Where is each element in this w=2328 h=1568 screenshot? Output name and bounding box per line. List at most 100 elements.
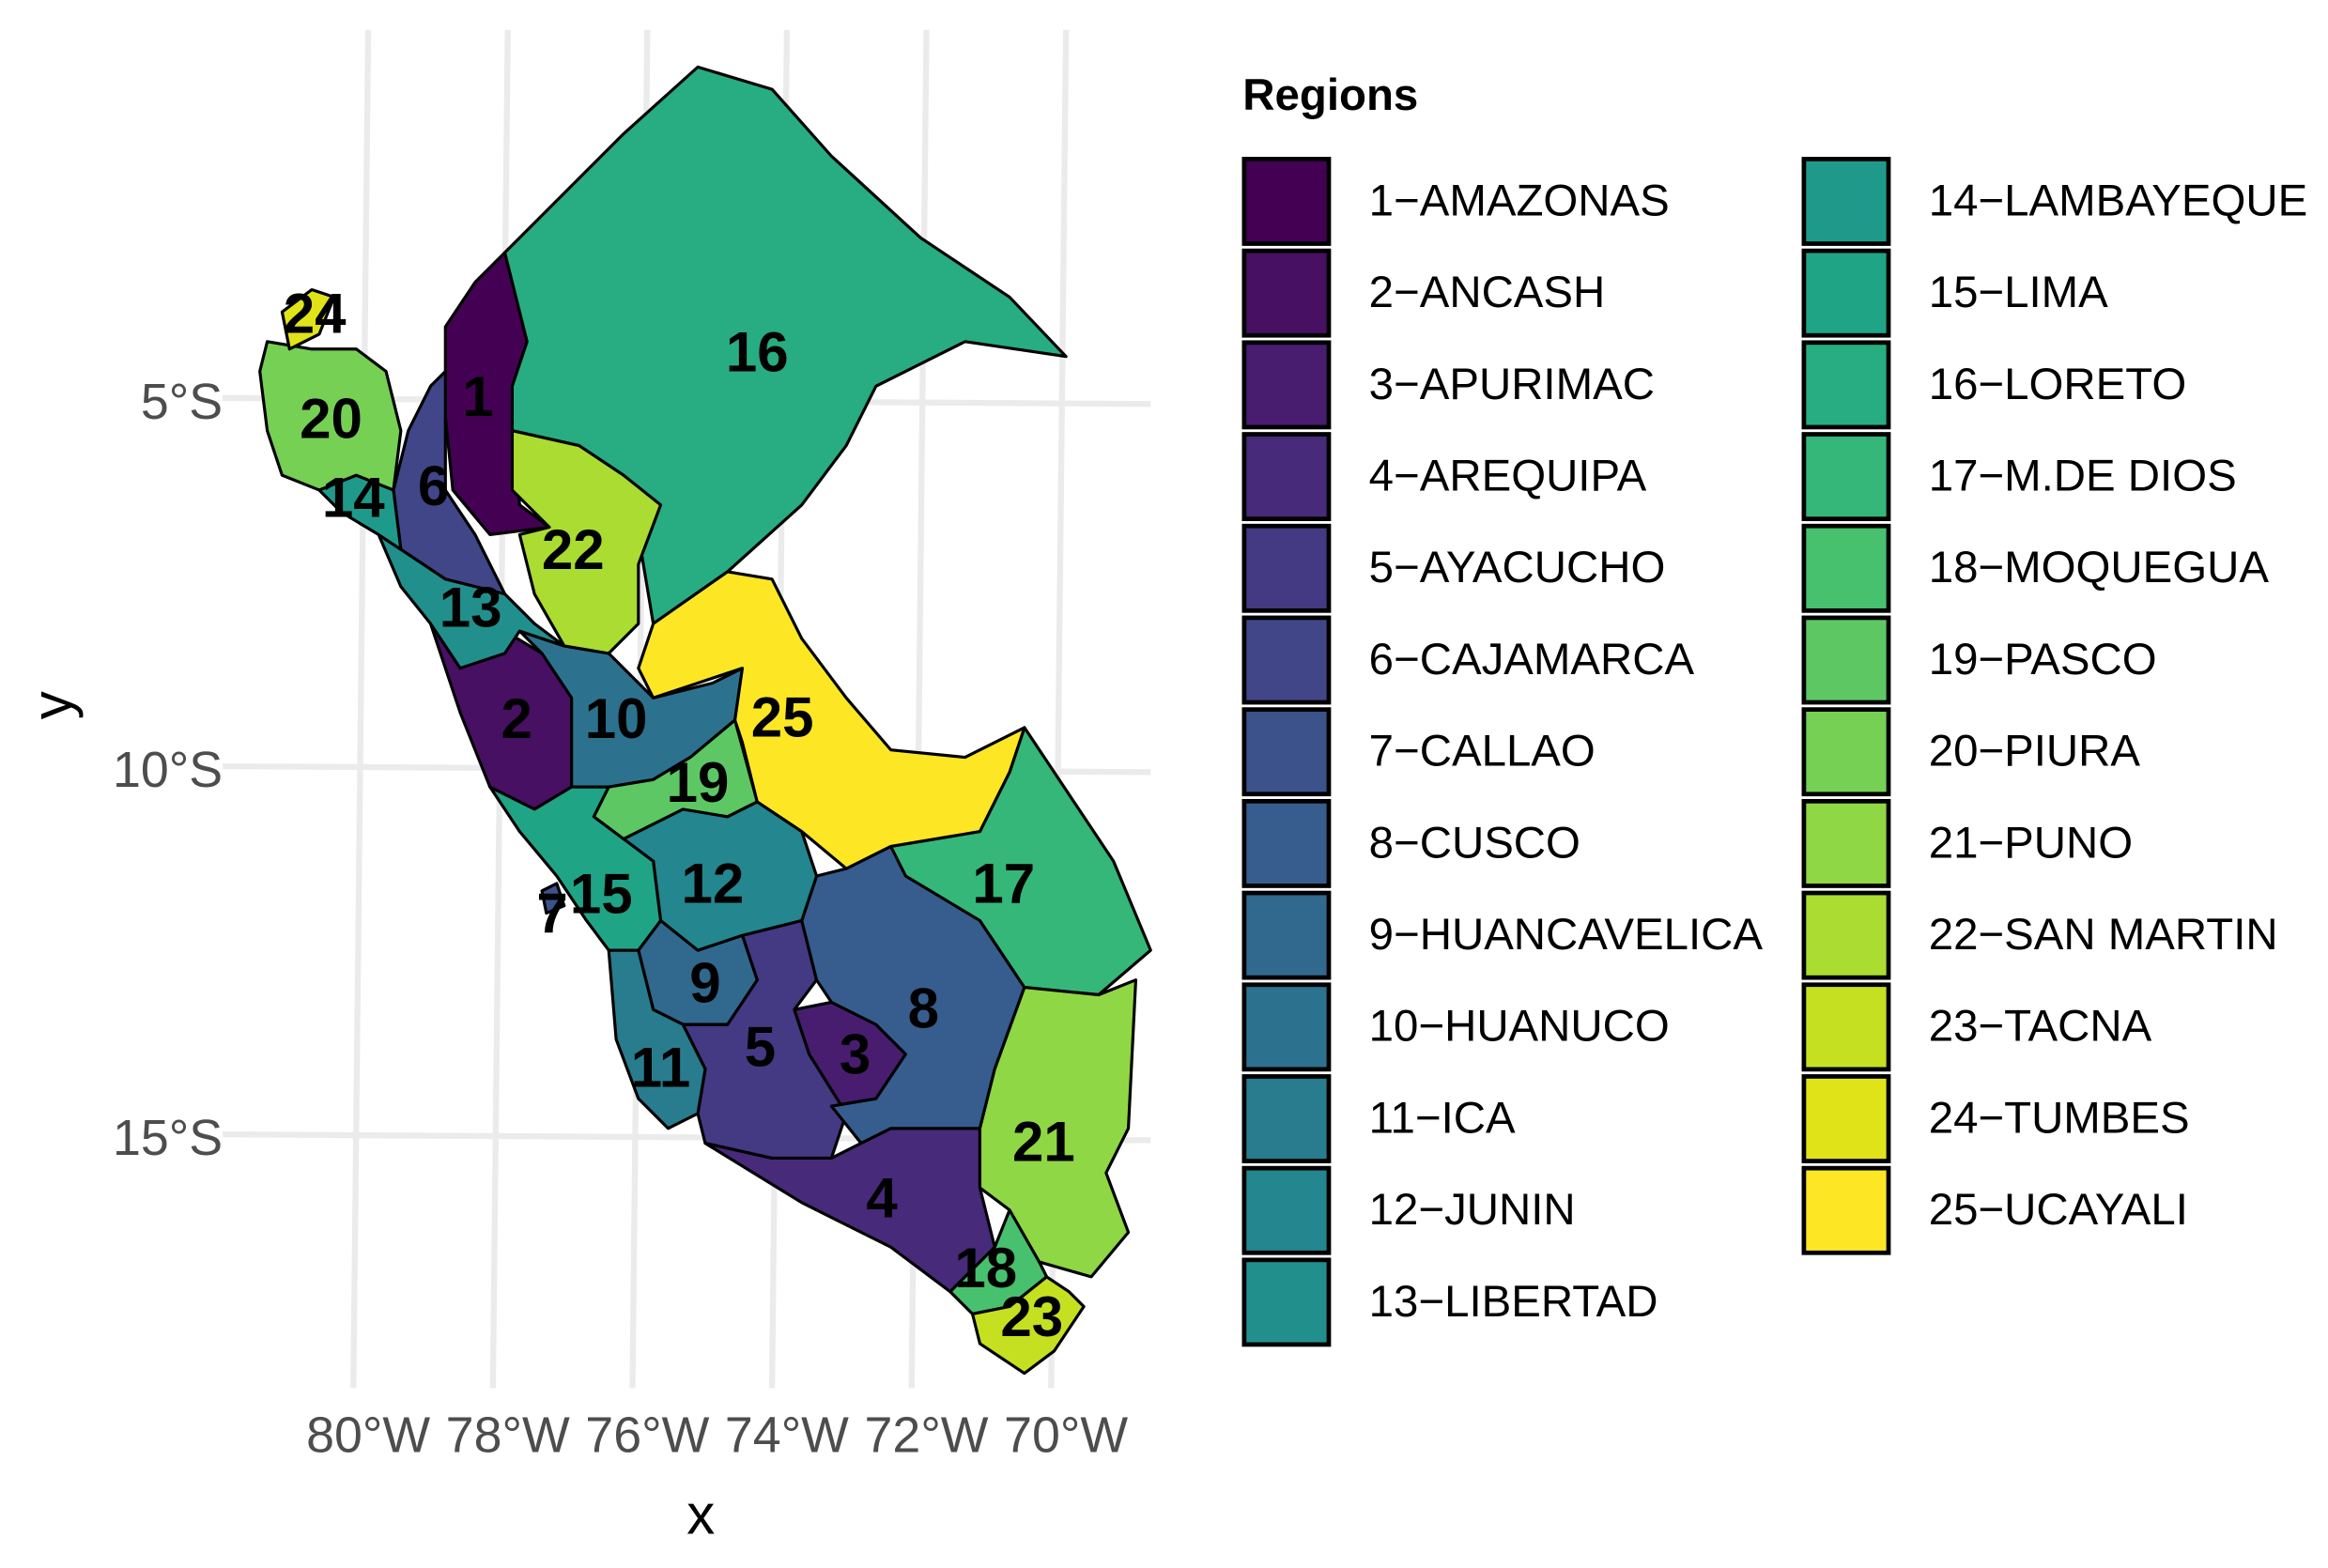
legend-key [1241,1257,1332,1347]
region-label: 3 [840,1022,871,1085]
legend-label: 16−LORETO [1929,360,2186,409]
legend: Regions 1−AMAZONAS 2−ANCASH 3−APURIMAC 4−AR… [1241,70,2308,1347]
region-shape [978,978,1138,1279]
region-label: 10 [585,687,648,750]
grid-line [350,29,372,1389]
x-axis-label: x [686,1483,715,1545]
legend-key [1801,157,1891,246]
legend-title: Regions [1242,70,1418,120]
legend-label: 3−APURIMAC [1369,360,1655,409]
legend-label: 7−CALLAO [1369,727,1596,776]
region-label: 19 [667,751,730,814]
legend-key [1241,798,1332,888]
region-label: 16 [726,321,789,384]
region-label: 13 [439,576,502,638]
legend-key [1801,615,1891,705]
region-label: 20 [300,388,362,451]
legend-label: 5−AYACUCHO [1369,543,1666,592]
legend-key [1801,1165,1891,1255]
region-shape [540,882,566,915]
region-label: 24 [284,282,347,345]
legend-label: 21−PUNO [1929,818,2133,868]
region-shape [280,287,336,351]
legend-label: 13−LIBERTAD [1369,1277,1658,1327]
region-shape [637,570,1026,870]
legend-key [1801,523,1891,613]
legend-key [1241,1074,1332,1163]
region-shape [258,340,403,492]
legend-label: 25−UCAYALI [1929,1185,2188,1235]
legend-label: 17−M.DE DIOS [1929,451,2237,500]
region-label: 1 [462,365,493,428]
legend-key [1801,707,1891,797]
legend-key [1801,340,1891,430]
legend-label: 18−MOQUEGUA [1929,543,2270,592]
region-label: 25 [751,685,814,748]
legend-label: 6−CAJAMARCA [1369,635,1695,684]
region-shape [970,1275,1086,1376]
x-tick-label: 72°W [865,1407,989,1463]
axes: x y 80°W 78°W 76°W 74°W 72°W 70°W 5°S 10°S 15°S [21,374,1129,1545]
region-label: 21 [1012,1111,1075,1174]
legend-key [1241,1165,1332,1255]
region-label: 23 [1000,1285,1063,1348]
legend-label: 9−HUANCAVELICA [1369,910,1764,960]
legend-label: 20−PIURA [1929,727,2141,776]
x-tick-label: 74°W [725,1407,849,1463]
region-label: 14 [322,466,385,529]
legend-label: 15−LIMA [1929,268,2108,317]
region-shape [592,718,759,841]
region-label: 17 [972,853,1035,915]
legend-key [1801,432,1891,522]
region-label: 8 [908,976,939,1039]
region-shape [377,532,566,670]
x-tick-label: 70°W [1004,1407,1128,1463]
region-label: 2 [501,687,532,750]
region-shape [488,785,663,952]
region-label: 9 [689,951,720,1014]
x-tick-label: 78°W [446,1407,570,1463]
legend-key [1241,523,1332,613]
legend-key [1241,157,1332,246]
x-tick-label: 76°W [585,1407,709,1463]
legend-key [1241,340,1332,430]
region-label: 4 [866,1167,898,1230]
y-tick-label: 10°S [113,742,223,798]
legend-label: 24−TUMBES [1929,1093,2190,1143]
x-tick-label: 80°W [306,1407,430,1463]
y-tick-label: 15°S [113,1110,223,1166]
region-label: 6 [418,454,449,517]
legend-key [1801,248,1891,338]
legend-label: 2−ANCASH [1369,268,1606,317]
legend-key [1801,982,1891,1072]
legend-label: 10−HUANUCO [1369,1002,1670,1052]
legend-key [1241,248,1332,338]
legend-label: 19−PASCO [1929,635,2157,684]
region-label: 12 [681,853,744,915]
region-labels: 1234567891011121314151617181920212223242… [284,282,1075,1348]
legend-key [1241,432,1332,522]
regions [258,65,1152,1376]
legend-label: 22−SAN MARTIN [1929,910,2278,960]
region-label: 7 [536,882,567,945]
region-shape [510,429,663,655]
y-axis-label: y [21,691,84,719]
region-shape [607,948,707,1130]
legend-key [1241,890,1332,980]
region-label: 11 [631,1037,691,1099]
legend-key [1241,982,1332,1072]
legend-label: 12−JUNIN [1369,1185,1576,1235]
region-label: 5 [745,1015,776,1078]
legend-key [1801,1074,1891,1163]
legend-label: 23−TACNA [1929,1002,2152,1052]
legend-label: 4−AREQUIPA [1369,451,1647,500]
legend-key [1241,615,1332,705]
region-label: 18 [954,1237,1017,1299]
y-tick-label: 5°S [141,374,223,430]
legend-label: 14−LAMBAYEQUE [1929,176,2308,225]
legend-label: 8−CUSCO [1369,818,1580,868]
legend-key [1801,798,1891,888]
